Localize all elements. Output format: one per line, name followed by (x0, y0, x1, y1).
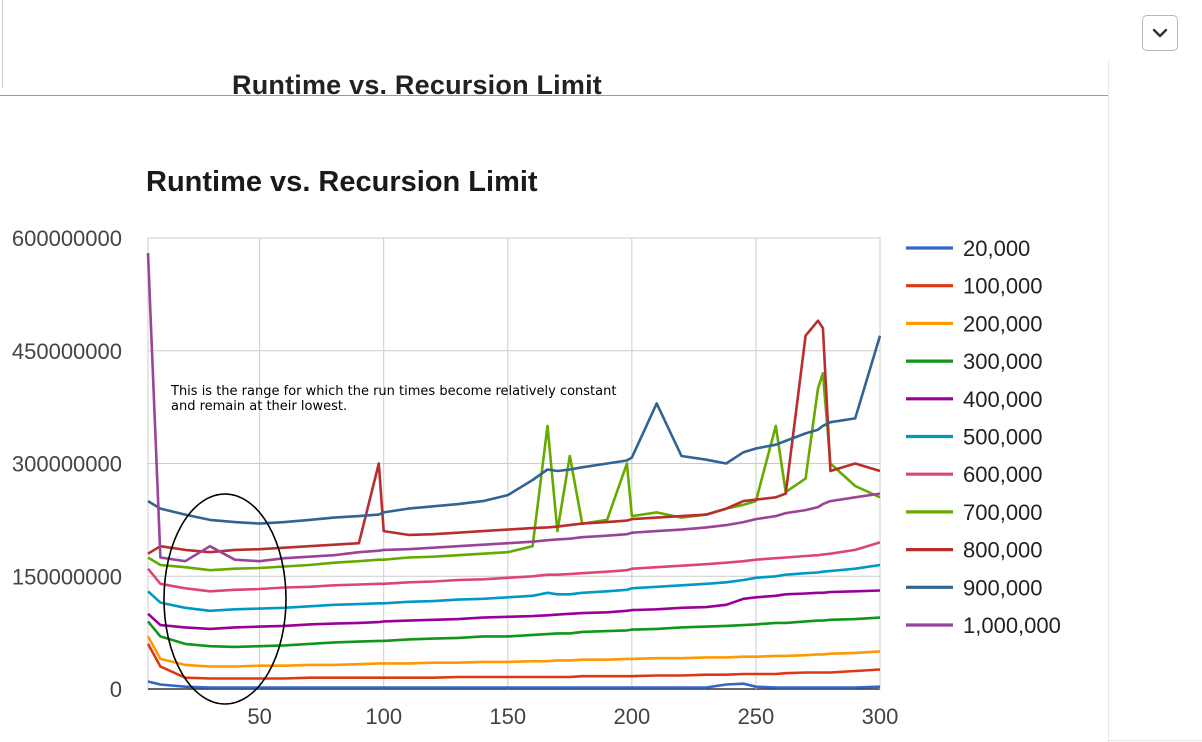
legend-label: 700,000 (963, 500, 1043, 525)
series-line (146, 252, 881, 563)
y-axis-ticks: 0 150000000 300000000 450000000 600000000 (12, 226, 122, 702)
series-line (147, 680, 881, 689)
panel-bottom-border (1108, 740, 1202, 741)
collapsed-chart-title: Runtime vs. Recursion Limit (232, 70, 602, 96)
legend-label: 600,000 (963, 462, 1043, 487)
legend-label: 1,000,000 (963, 613, 1061, 638)
collapsed-chart-header: Runtime vs. Recursion Limit (0, 0, 1108, 96)
chart-grid (147, 237, 881, 690)
y-tick-label: 600000000 (12, 226, 122, 251)
legend-label: 900,000 (963, 575, 1043, 600)
series-line (146, 643, 881, 680)
series-line (147, 589, 881, 631)
y-tick-label: 450000000 (12, 339, 122, 364)
legend-label: 400,000 (963, 387, 1043, 412)
series-line (147, 319, 881, 555)
panel-right-border (1108, 60, 1109, 742)
series-line (146, 616, 881, 649)
legend-label: 300,000 (963, 349, 1043, 374)
x-axis-ticks: 50 100 150 200 250 300 (247, 704, 898, 729)
x-tick-label: 50 (247, 704, 271, 729)
x-tick-label: 200 (614, 704, 651, 729)
panel-left-border (2, 0, 3, 88)
series-line (146, 541, 881, 593)
chart-title: Runtime vs. Recursion Limit (146, 166, 538, 198)
chart-legend: 20,000 100,000 200,000 300,000 400,000 500,00… (906, 236, 1061, 638)
legend-label: 20,000 (963, 236, 1030, 261)
highlight-ellipse (163, 493, 287, 705)
legend-label: 200,000 (963, 311, 1043, 336)
y-tick-label: 0 (110, 677, 122, 702)
y-tick-label: 150000000 (12, 564, 122, 589)
legend-label: 500,000 (963, 425, 1043, 450)
series-line (147, 563, 881, 613)
series-line (147, 335, 882, 525)
x-tick-label: 150 (489, 704, 526, 729)
chart-annotation: This is the range for which the run time… (171, 384, 617, 414)
y-tick-label: 300000000 (12, 452, 122, 477)
series-line (147, 371, 881, 572)
legend-label: 100,000 (963, 274, 1043, 299)
series-line (146, 635, 881, 668)
chart-series (146, 252, 882, 689)
x-tick-label: 100 (365, 704, 402, 729)
x-tick-label: 250 (738, 704, 775, 729)
legend-label: 800,000 (963, 538, 1043, 563)
expand-button[interactable] (1142, 15, 1178, 51)
chevron-down-icon (1152, 28, 1168, 38)
x-tick-label: 300 (862, 704, 899, 729)
